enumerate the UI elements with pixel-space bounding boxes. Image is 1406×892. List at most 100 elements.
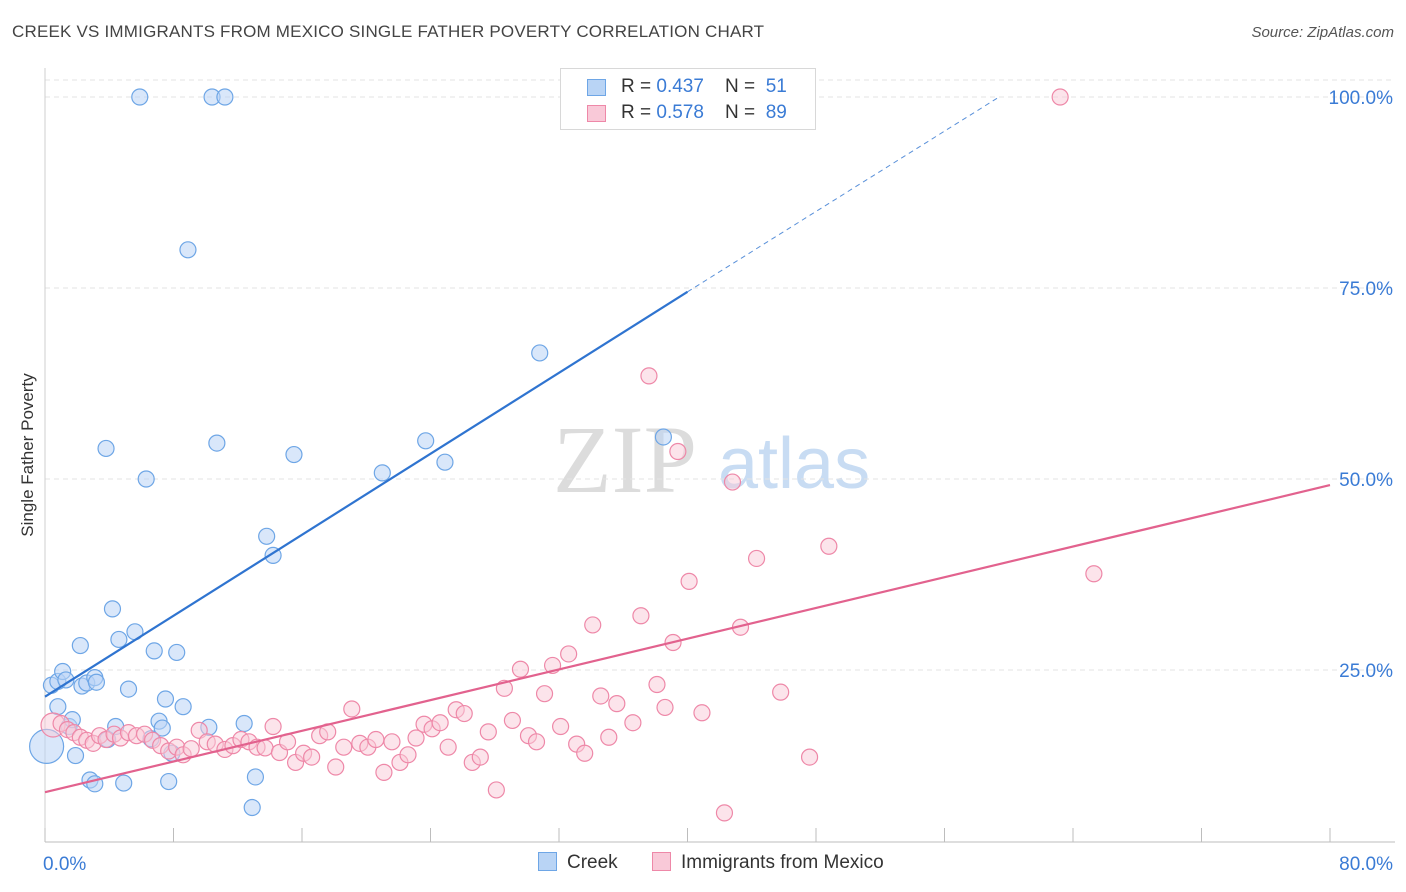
mexico-point <box>535 685 554 703</box>
mexico-point <box>471 748 489 766</box>
creek-point <box>417 432 435 450</box>
mexico-point <box>608 695 626 713</box>
mexico-point <box>182 740 200 758</box>
creek-point <box>436 453 454 471</box>
zipatlas-watermark: ZIP atlas <box>553 406 870 513</box>
creek-legend-swatch <box>538 852 557 871</box>
mexico-point <box>592 687 610 705</box>
mexico-point <box>669 442 687 461</box>
x-tick-label-min: 0.0% <box>43 854 86 875</box>
mexico-r-label: R = <box>621 102 657 123</box>
axes <box>44 68 1395 843</box>
creek-point <box>168 643 186 662</box>
mexico-point <box>503 711 522 730</box>
legend-item-mexico: Immigrants from Mexico <box>652 852 884 874</box>
mexico-point <box>800 748 819 766</box>
trend-lines <box>44 96 1331 794</box>
mexico-point <box>1085 565 1103 583</box>
mexico-point <box>383 733 401 751</box>
mexico-trend-line <box>44 484 1331 794</box>
mexico-r-value: 0.578 <box>656 102 704 123</box>
mexico-point <box>584 616 602 634</box>
creek-point <box>119 680 138 698</box>
creek-r-value: 0.437 <box>656 76 704 97</box>
y-axis-label: Single Father Poverty <box>18 373 37 537</box>
mexico-point <box>439 738 457 756</box>
source-credit: Source: ZipAtlas.com <box>1251 24 1394 41</box>
legend-text-creek: R = 0.437 N = 51 <box>621 76 787 98</box>
creek-point <box>179 241 197 259</box>
mexico-point <box>723 473 742 491</box>
creek-point <box>243 798 261 817</box>
mexico-point <box>264 717 282 736</box>
mexico-point <box>552 717 570 736</box>
creek-point <box>531 344 549 362</box>
mexico-n-value: 89 <box>765 102 787 123</box>
mexico-point <box>1051 88 1069 106</box>
creek-point <box>66 746 85 765</box>
mexico-point <box>632 607 650 625</box>
watermark-zip: ZIP <box>553 406 697 513</box>
mexico-point <box>335 738 353 756</box>
creek-r-label: R = <box>621 76 657 97</box>
creek-point <box>373 464 391 482</box>
y-tick-label-2: 75.0% <box>1339 279 1393 300</box>
creek-trend-line <box>44 290 689 698</box>
creek-point <box>87 673 106 691</box>
creek-point <box>115 774 133 792</box>
mexico-point <box>327 758 345 776</box>
creek-point <box>131 88 149 106</box>
mexico-point <box>640 367 658 385</box>
mexico-point <box>375 763 393 781</box>
mexico-swatch <box>587 105 606 122</box>
mexico-point <box>527 733 546 751</box>
mexico-point <box>479 723 497 741</box>
mexico-point <box>600 728 618 746</box>
creek-n-value: 51 <box>765 76 787 97</box>
creek-n-label: N = <box>725 76 761 97</box>
mexico-point <box>715 804 734 822</box>
legend-text-mexico: R = 0.578 N = 89 <box>621 102 787 124</box>
mexico-legend-swatch <box>652 852 671 871</box>
creek-swatch <box>587 79 606 96</box>
mexico-point <box>399 746 417 764</box>
creek-point <box>216 88 234 106</box>
creek-point <box>49 698 67 716</box>
mexico-point <box>487 781 505 799</box>
mexico-point <box>303 748 321 766</box>
correlation-legend: R = 0.437 N = 51 R = 0.578 N = 89 <box>560 68 816 130</box>
creek-point <box>246 768 265 786</box>
mexico-point <box>560 645 578 663</box>
y-tick-label-1: 50.0% <box>1339 470 1393 491</box>
chart-title: CREEK VS IMMIGRANTS FROM MEXICO SINGLE F… <box>12 22 765 41</box>
creek-point <box>110 630 128 649</box>
mexico-legend-label: Immigrants from Mexico <box>681 852 884 873</box>
creek-point <box>57 671 75 689</box>
mexico-point <box>693 704 711 722</box>
mexico-point <box>576 744 594 762</box>
mexico-point <box>820 537 838 555</box>
mexico-point <box>455 704 473 723</box>
creek-point <box>97 439 115 458</box>
creek-point <box>235 714 253 733</box>
y-tick-label-3: 100.0% <box>1329 88 1394 109</box>
mexico-point <box>772 683 790 701</box>
tick-labels: 25.0% 50.0% 75.0% 100.0% 0.0% 80.0% <box>43 88 1393 875</box>
creek-point <box>145 642 163 660</box>
x-tick-label-max: 80.0% <box>1339 854 1393 875</box>
creek-point <box>71 636 89 655</box>
mexico-point <box>747 549 766 568</box>
creek-point <box>103 600 122 618</box>
creek-trend-extension <box>687 96 1000 293</box>
creek-point <box>654 428 673 446</box>
creek-point <box>156 690 175 708</box>
mexico-point <box>431 714 449 732</box>
creek-point <box>137 470 155 488</box>
mexico-point <box>256 739 274 757</box>
creek-point <box>208 434 226 452</box>
creek-point <box>160 772 178 791</box>
mexico-point <box>367 730 385 749</box>
mexico-point <box>407 729 425 747</box>
mexico-point <box>680 572 698 590</box>
